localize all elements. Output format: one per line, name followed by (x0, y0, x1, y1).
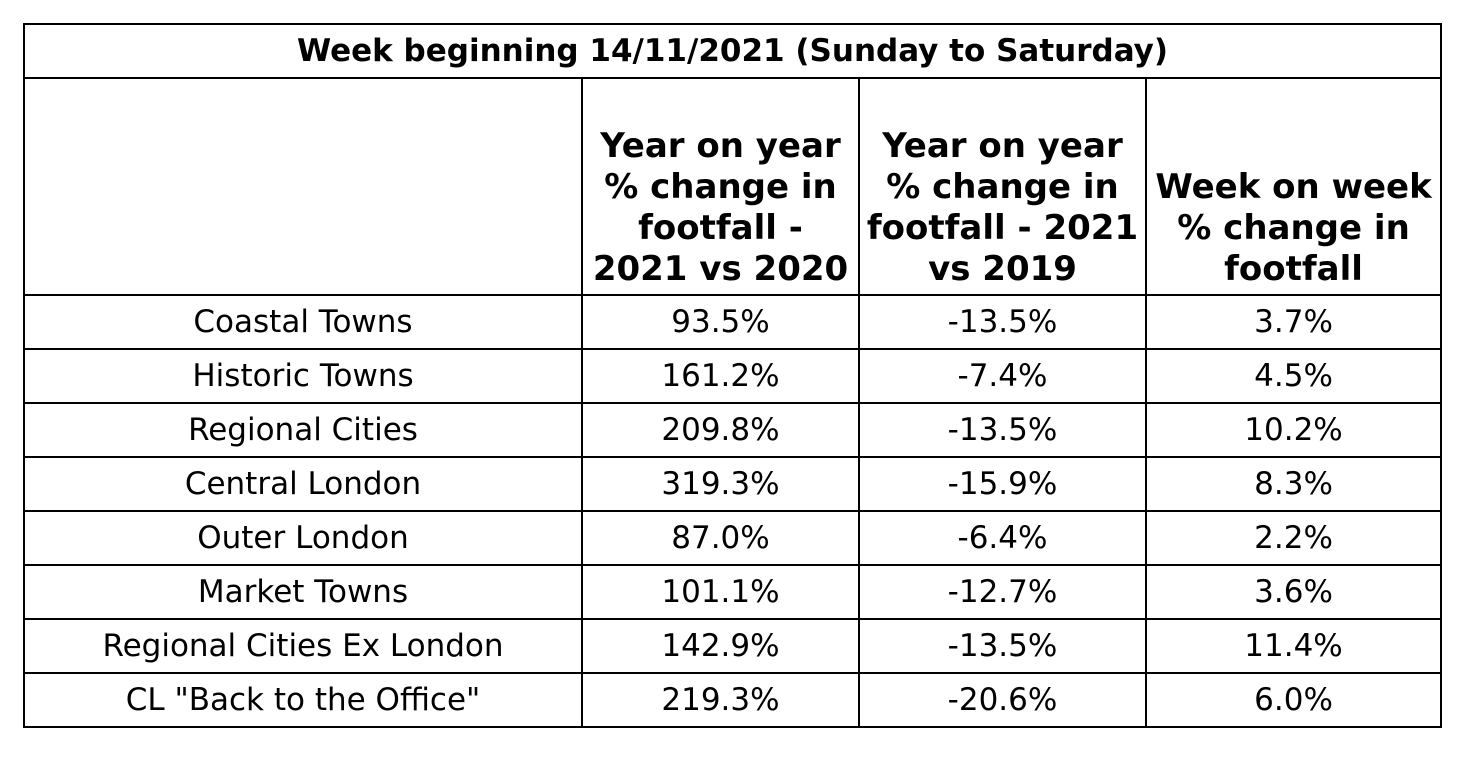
yoy-2019-cell: -13.5% (858, 294, 1147, 350)
week-on-week-cell: 2.2% (1144, 510, 1443, 566)
footfall-table: Week beginning 14/11/2021 (Sunday to Sat… (22, 23, 1443, 728)
column-header-yoy-2019: Year on year % change in footfall - 2021… (858, 77, 1147, 296)
location-cell: Regional Cities (23, 402, 583, 458)
table-row: Regional Cities 209.8% -13.5% 10.2% (23, 402, 1443, 458)
location-cell: Historic Towns (23, 348, 583, 404)
yoy-2019-cell: -20.6% (858, 672, 1147, 728)
week-on-week-cell: 11.4% (1144, 618, 1443, 674)
column-header-week-on-week: Week on week % change in footfall (1144, 77, 1443, 296)
yoy-2019-cell: -7.4% (858, 348, 1147, 404)
week-on-week-cell: 6.0% (1144, 672, 1443, 728)
table-row: Regional Cities Ex London 142.9% -13.5% 11.… (23, 618, 1443, 674)
yoy-2019-cell: -12.7% (858, 564, 1147, 620)
table-row: Historic Towns 161.2% -7.4% 4.5% (23, 348, 1443, 404)
table-row: Market Towns 101.1% -12.7% 3.6% (23, 564, 1443, 620)
week-on-week-cell: 3.7% (1144, 294, 1443, 350)
week-on-week-cell: 3.6% (1144, 564, 1443, 620)
table-body: Coastal Towns 93.5% -13.5% 3.7% Historic Tow… (23, 294, 1443, 728)
location-cell: Regional Cities Ex London (23, 618, 583, 674)
table-row: CL "Back to the Office" 219.3% -20.6% 6.0% (23, 672, 1443, 728)
yoy-2020-cell: 319.3% (581, 456, 860, 512)
yoy-2020-cell: 93.5% (581, 294, 860, 350)
table-title: Week beginning 14/11/2021 (Sunday to Sat… (22, 23, 1443, 79)
yoy-2019-cell: -13.5% (858, 402, 1147, 458)
location-cell: Market Towns (23, 564, 583, 620)
location-cell: Central London (23, 456, 583, 512)
table-row: Coastal Towns 93.5% -13.5% 3.7% (23, 294, 1443, 350)
week-on-week-cell: 8.3% (1144, 456, 1443, 512)
week-on-week-cell: 10.2% (1144, 402, 1443, 458)
yoy-2020-cell: 87.0% (581, 510, 860, 566)
yoy-2019-cell: -15.9% (858, 456, 1147, 512)
week-on-week-cell: 4.5% (1144, 348, 1443, 404)
yoy-2020-cell: 161.2% (581, 348, 860, 404)
yoy-2020-cell: 219.3% (581, 672, 860, 728)
column-header-location (23, 77, 583, 296)
yoy-2019-cell: -13.5% (858, 618, 1147, 674)
yoy-2020-cell: 142.9% (581, 618, 860, 674)
column-header-yoy-2020: Year on year % change in footfall - 2021… (581, 77, 860, 296)
table-row: Outer London 87.0% -6.4% 2.2% (23, 510, 1443, 566)
location-cell: Outer London (23, 510, 583, 566)
table-row: Central London 319.3% -15.9% 8.3% (23, 456, 1443, 512)
yoy-2020-cell: 101.1% (581, 564, 860, 620)
yoy-2019-cell: -6.4% (858, 510, 1147, 566)
location-cell: CL "Back to the Office" (23, 672, 583, 728)
location-cell: Coastal Towns (23, 294, 583, 350)
yoy-2020-cell: 209.8% (581, 402, 860, 458)
